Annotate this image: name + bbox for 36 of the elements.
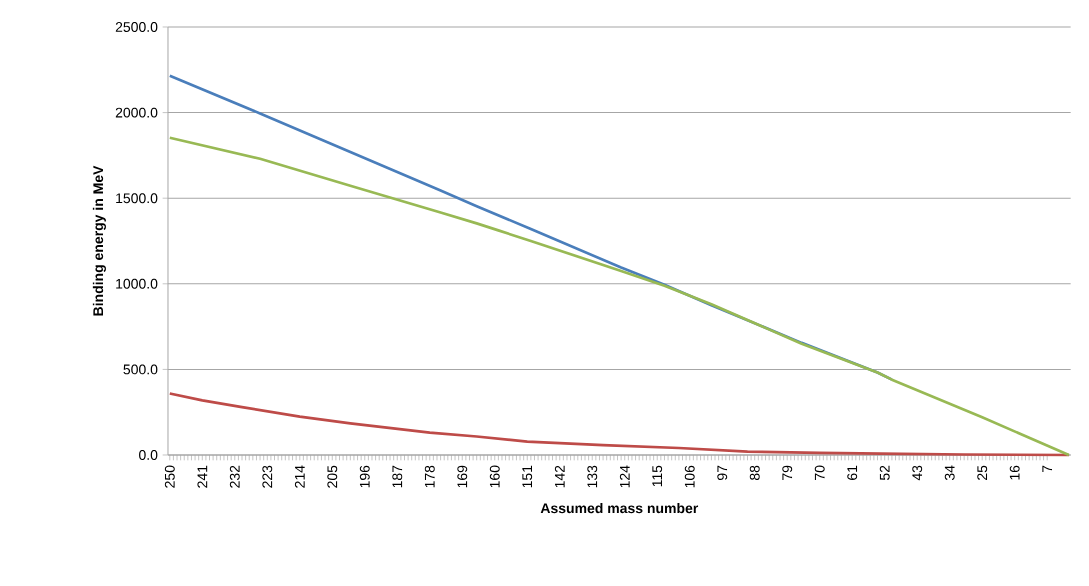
x-tick-label: 16 (1009, 465, 1020, 480)
x-tick-label: 223 (262, 465, 273, 488)
y-tick-label: 2500.0 (115, 22, 158, 32)
x-tick-label: 133 (587, 465, 598, 488)
x-tick-label: 25 (977, 465, 988, 480)
x-tick-label: 52 (879, 465, 890, 481)
x-tick-label: 88 (749, 465, 760, 481)
x-tick-label: 232 (229, 465, 240, 488)
x-tick-label: 106 (684, 465, 695, 488)
x-tick-label: 196 (359, 465, 370, 488)
x-tick-label: 34 (944, 465, 955, 481)
x-tick-label: 187 (392, 465, 403, 488)
y-axis-title: Binding energy in MeV (92, 165, 106, 316)
x-tick-label: 43 (912, 465, 923, 481)
x-tick-label: 214 (294, 465, 305, 488)
x-tick-label: 160 (489, 465, 500, 488)
x-tick-label: 124 (619, 465, 630, 488)
x-tick-label: 70 (814, 465, 825, 480)
y-tick-label: 2000.0 (115, 107, 158, 118)
x-tick-label: 169 (457, 465, 468, 488)
x-tick-label: 205 (327, 465, 338, 488)
x-tick-label: 250 (164, 465, 175, 488)
x-tick-label: 97 (717, 465, 728, 480)
x-tick-label: 241 (197, 465, 208, 488)
y-tick-label: 1000.0 (116, 278, 158, 289)
x-tick-label: 151 (522, 465, 533, 488)
x-tick-label: 178 (424, 465, 435, 488)
y-tick-label: 1500.0 (116, 193, 158, 204)
x-tick-label: 142 (554, 465, 565, 488)
y-tick-label: 0.0 (139, 450, 158, 460)
x-axis-title: Assumed mass number (540, 502, 699, 514)
x-tick-label: 115 (652, 465, 663, 487)
x-tick-label: 7 (1042, 465, 1053, 473)
y-tick-label: 500.0 (123, 364, 158, 375)
x-tick-label: 79 (782, 465, 793, 480)
x-tick-label: 61 (847, 465, 858, 480)
